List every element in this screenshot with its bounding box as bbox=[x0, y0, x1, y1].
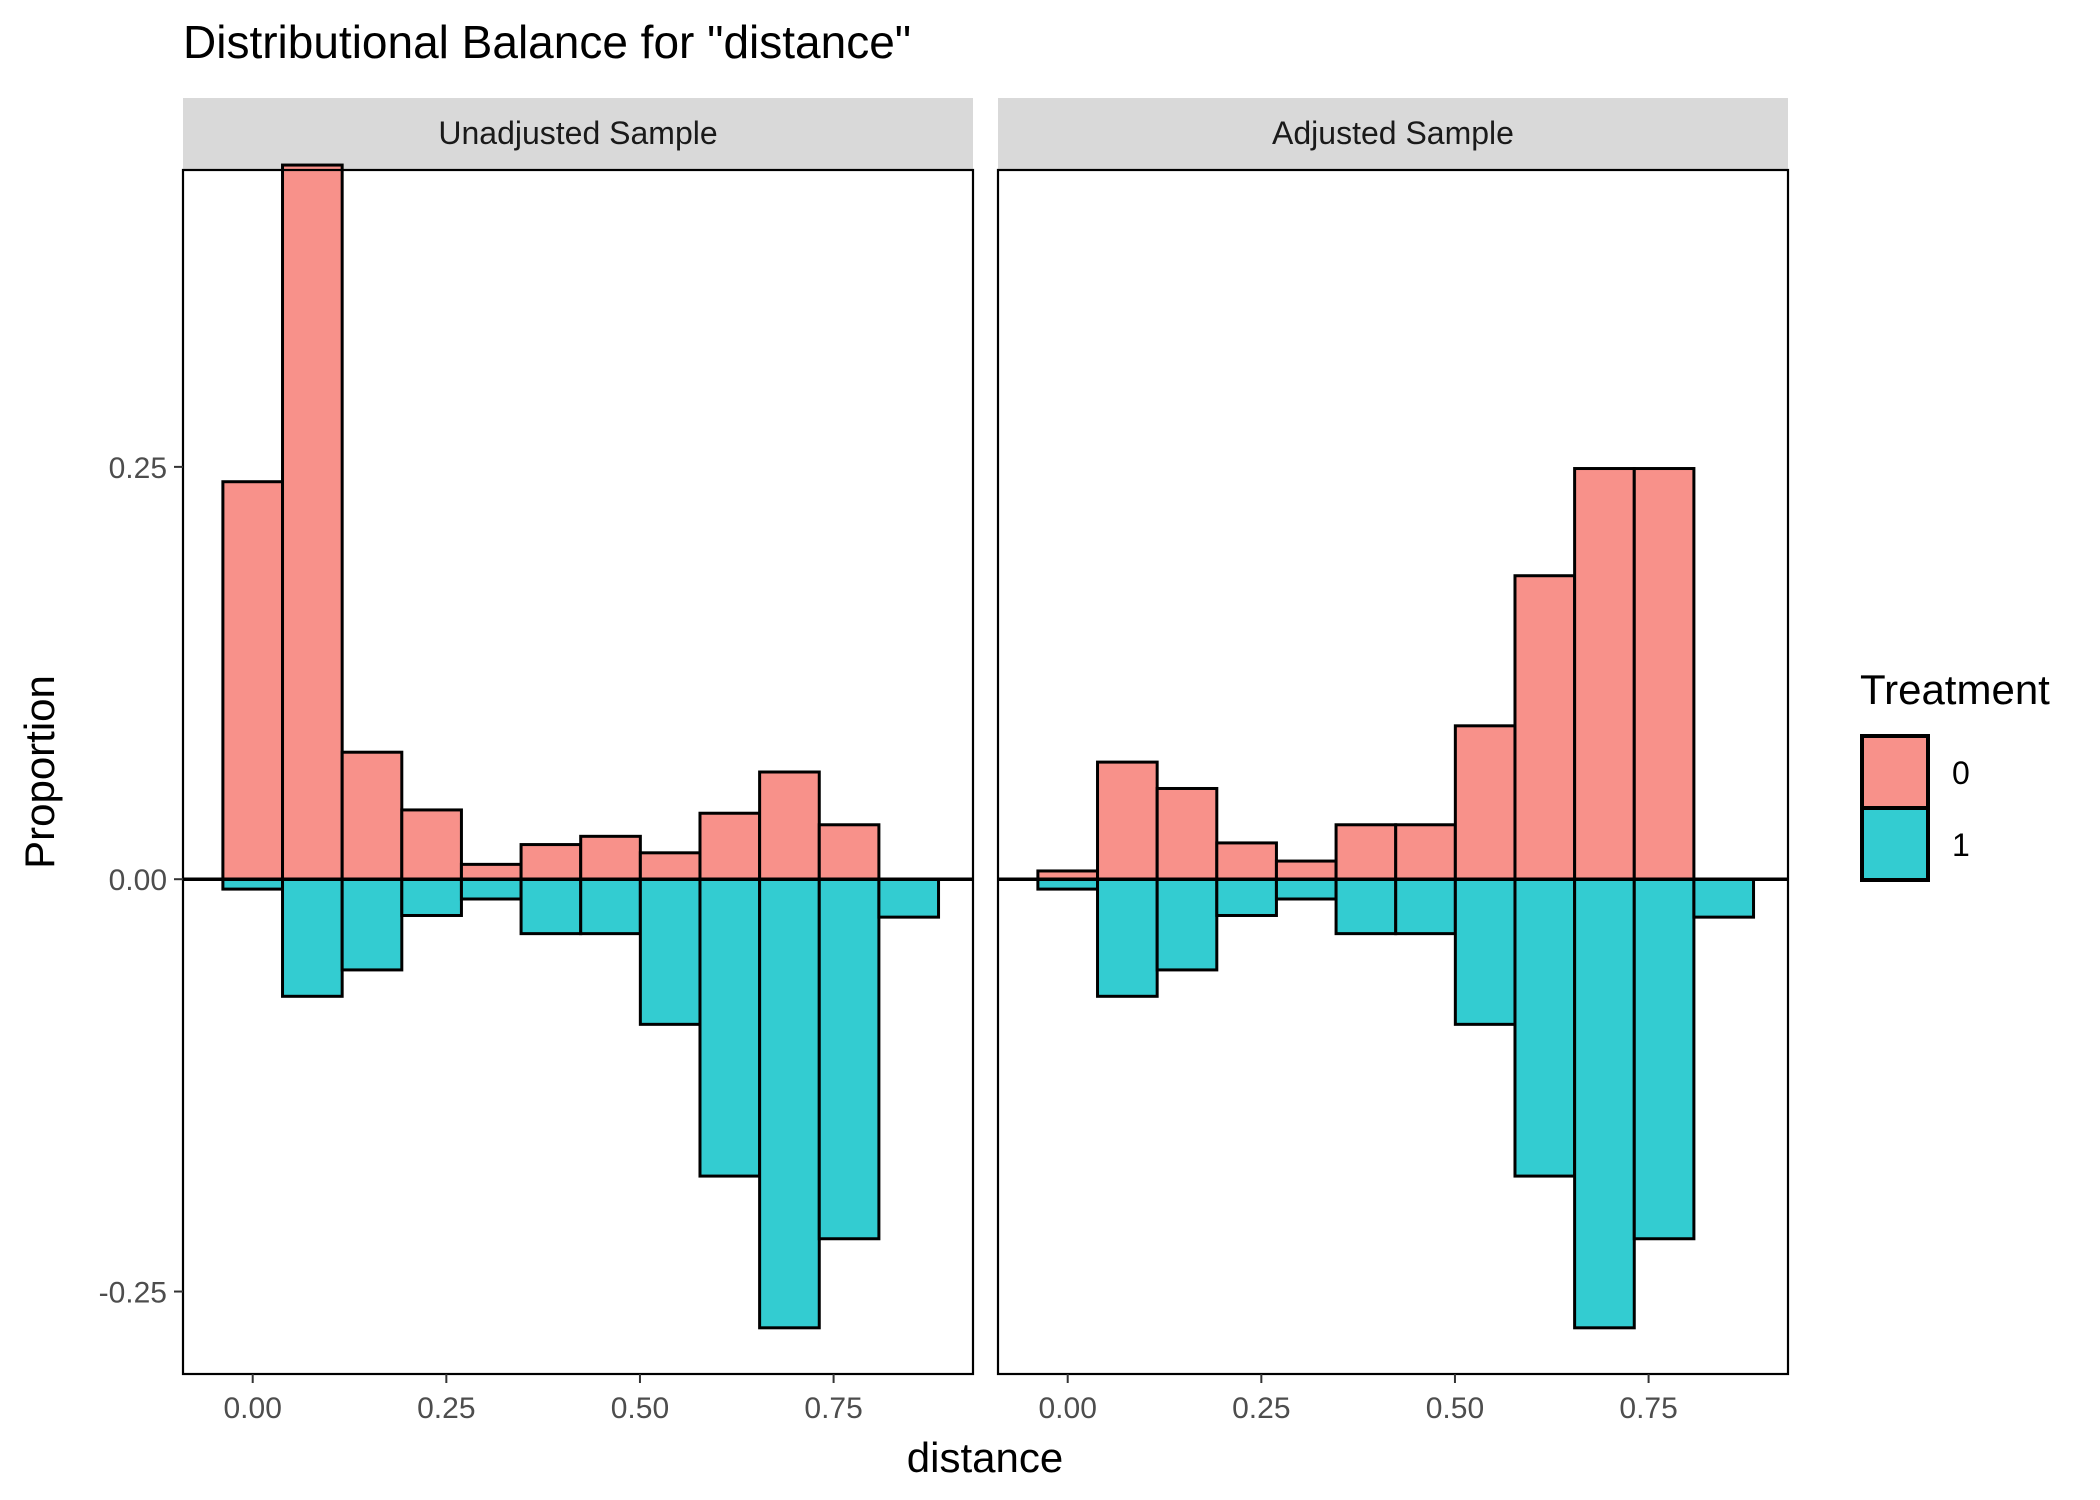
bar-series-1-bin-8 bbox=[698, 877, 762, 1178]
y-axis: -0.25 0.00 0.25 bbox=[99, 452, 183, 1310]
x-tick-label: 0.50 bbox=[1426, 1392, 1484, 1425]
bar-series-0-bin-2 bbox=[1155, 786, 1219, 881]
panel-unadjusted: Unadjusted Sample bbox=[181, 98, 975, 1376]
bar-series-0-bin-10 bbox=[817, 823, 881, 881]
facet-label-adjusted: Adjusted Sample bbox=[1272, 115, 1514, 151]
chart-title: Distributional Balance for "distance" bbox=[183, 16, 911, 68]
x-tick-label: 0.50 bbox=[611, 1392, 669, 1425]
bar-series-0-bin-3 bbox=[1215, 841, 1278, 881]
panel-border-unadjusted bbox=[181, 168, 975, 1376]
facet-strip-adjusted bbox=[998, 98, 1788, 170]
x-tick-label: 0.00 bbox=[1039, 1392, 1097, 1425]
bar-series-1-bin-5 bbox=[519, 877, 583, 936]
x-tick-label: 0.00 bbox=[224, 1392, 282, 1425]
bar-series-1-bin-8 bbox=[1513, 877, 1577, 1178]
bar-series-1-bin-7 bbox=[638, 877, 702, 1026]
bar-series-0-bin-4 bbox=[459, 862, 523, 881]
facet-strip-unadjusted bbox=[183, 98, 973, 170]
bar-series-0-bin-0 bbox=[221, 480, 285, 881]
legend-label-1: 1 bbox=[1952, 827, 1970, 863]
bar-series-0-bin-6 bbox=[579, 834, 642, 881]
y-axis-label: Proportion bbox=[16, 675, 63, 869]
y-tick-label: 0.25 bbox=[109, 452, 167, 485]
bar-series-1-bin-6 bbox=[1394, 877, 1457, 936]
y-tick-label: 0.00 bbox=[109, 864, 167, 897]
bar-series-0-bin-9 bbox=[758, 770, 821, 881]
bar-series-0-bin-7 bbox=[1453, 724, 1517, 881]
x-axis-unadjusted: 0.00 0.25 0.50 0.75 bbox=[224, 1374, 863, 1425]
bar-series-1-bin-2 bbox=[1155, 877, 1219, 972]
bar-series-1-bin-10 bbox=[1632, 877, 1696, 1241]
bar-series-1-bin-1 bbox=[281, 877, 344, 998]
legend-key-0 bbox=[1860, 734, 1930, 810]
x-tick-label: 0.75 bbox=[1619, 1392, 1677, 1425]
x-axis-label: distance bbox=[907, 1434, 1063, 1481]
bar-series-0-bin-8 bbox=[1513, 574, 1577, 881]
bar-series-1-bin-11 bbox=[1692, 877, 1756, 919]
bar-series-1-bin-9 bbox=[758, 877, 821, 1330]
x-tick-label: 0.25 bbox=[1232, 1392, 1290, 1425]
bar-series-0-bin-10 bbox=[1632, 467, 1696, 881]
bar-series-0-bin-7 bbox=[638, 851, 702, 881]
y-tick-label: -0.25 bbox=[99, 1277, 167, 1310]
bar-series-1-bin-1 bbox=[1096, 877, 1159, 998]
bar-series-1-bin-10 bbox=[817, 877, 881, 1241]
legend-label-0: 0 bbox=[1952, 755, 1970, 791]
bar-series-1-bin-3 bbox=[1215, 877, 1278, 917]
bar-series-0-bin-9 bbox=[1573, 467, 1636, 881]
bar-series-1-bin-9 bbox=[1573, 877, 1636, 1330]
facet-label-unadjusted: Unadjusted Sample bbox=[438, 115, 717, 151]
bar-series-0-bin-2 bbox=[340, 750, 404, 881]
x-tick-label: 0.75 bbox=[804, 1392, 862, 1425]
bar-series-0-bin-8 bbox=[698, 811, 762, 881]
bar-series-1-bin-4 bbox=[1274, 877, 1338, 901]
plot-area-adjusted bbox=[998, 467, 1788, 1330]
x-axis-adjusted: 0.00 0.25 0.50 0.75 bbox=[1039, 1374, 1678, 1425]
bar-series-1-bin-3 bbox=[400, 877, 463, 917]
x-tick-label: 0.25 bbox=[417, 1392, 475, 1425]
bar-series-1-bin-7 bbox=[1453, 877, 1517, 1026]
bar-series-0-bin-5 bbox=[1334, 823, 1398, 881]
legend: Treatment 0 1 bbox=[1860, 666, 2050, 882]
bar-series-0-bin-4 bbox=[1274, 859, 1338, 881]
bar-series-0-bin-1 bbox=[281, 163, 344, 881]
bar-series-1-bin-4 bbox=[459, 877, 523, 901]
bar-series-0-bin-3 bbox=[400, 808, 463, 881]
bar-series-1-bin-2 bbox=[340, 877, 404, 972]
bar-series-1-bin-5 bbox=[1334, 877, 1398, 936]
bar-series-1-bin-11 bbox=[877, 877, 941, 919]
legend-key-1 bbox=[1860, 806, 1930, 882]
panel-border-adjusted bbox=[996, 168, 1790, 1376]
bar-series-0-bin-6 bbox=[1394, 823, 1457, 881]
plot-area-unadjusted bbox=[183, 163, 973, 1330]
bar-series-0-bin-1 bbox=[1096, 760, 1159, 881]
bar-series-1-bin-6 bbox=[579, 877, 642, 936]
legend-title: Treatment bbox=[1860, 666, 2050, 713]
bar-series-0-bin-5 bbox=[519, 843, 583, 881]
panel-adjusted: Adjusted Sample bbox=[996, 98, 1790, 1376]
